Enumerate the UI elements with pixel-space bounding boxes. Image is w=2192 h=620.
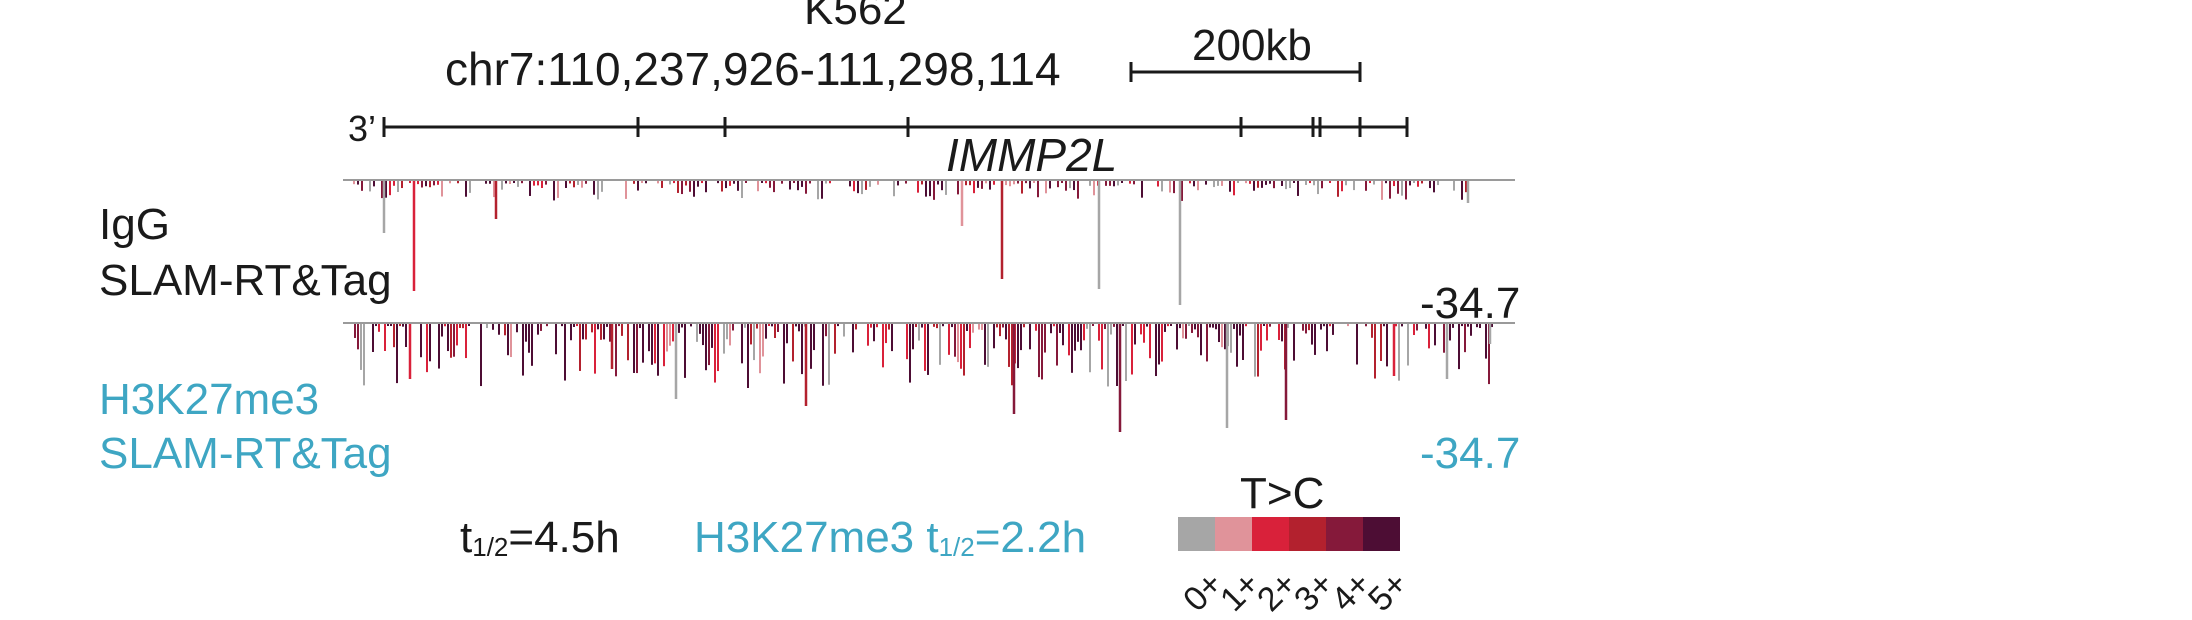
track-h3k27me3-label-line2: SLAM-RT&Tag bbox=[99, 429, 392, 478]
legend-swatch-5 bbox=[1363, 517, 1400, 551]
half-life-h3k27me3: H3K27me3 t1/2=2.2h bbox=[694, 513, 1087, 562]
scale-bar bbox=[1129, 62, 1362, 82]
legend-title: T>C bbox=[1240, 469, 1325, 518]
locus-coordinates: chr7:110,237,926-111,298,114 bbox=[445, 43, 1061, 95]
track-igg-label-line2: SLAM-RT&Tag bbox=[99, 256, 392, 305]
half-life-h3-sub: 1/2 bbox=[938, 532, 975, 562]
legend-swatch-2 bbox=[1252, 517, 1289, 551]
half-life-igg-prefix: t bbox=[460, 513, 473, 562]
legend-swatch-4 bbox=[1326, 517, 1363, 551]
half-life-igg-value: =4.5h bbox=[508, 513, 620, 562]
strand-label: 3’ bbox=[348, 108, 377, 149]
half-life-igg: t1/2=4.5h bbox=[460, 513, 620, 562]
cell-line-label: K562 bbox=[804, 0, 907, 34]
track-h3k27me3-signal bbox=[354, 324, 1493, 432]
scale-bar-label: 200kb bbox=[1192, 21, 1312, 70]
genome-browser-tracks bbox=[343, 62, 1515, 432]
track-igg-label-line1: IgG bbox=[99, 200, 170, 249]
track-igg-max-label: -34.7 bbox=[1420, 279, 1521, 328]
track-igg-signal bbox=[353, 181, 1470, 305]
legend-swatch-1 bbox=[1215, 517, 1252, 551]
track-h3k27me3-max-label: -34.7 bbox=[1420, 429, 1521, 478]
legend-swatch-3 bbox=[1289, 517, 1326, 551]
half-life-igg-sub: 1/2 bbox=[472, 532, 509, 562]
track-h3k27me3-label-line1: H3K27me3 bbox=[99, 375, 320, 424]
legend-swatch-0 bbox=[1178, 517, 1215, 551]
half-life-h3-prefix: H3K27me3 t bbox=[694, 513, 939, 562]
gene-name: IMMP2L bbox=[946, 129, 1118, 181]
half-life-h3-value: =2.2h bbox=[974, 513, 1087, 562]
gene-model bbox=[382, 117, 1409, 137]
